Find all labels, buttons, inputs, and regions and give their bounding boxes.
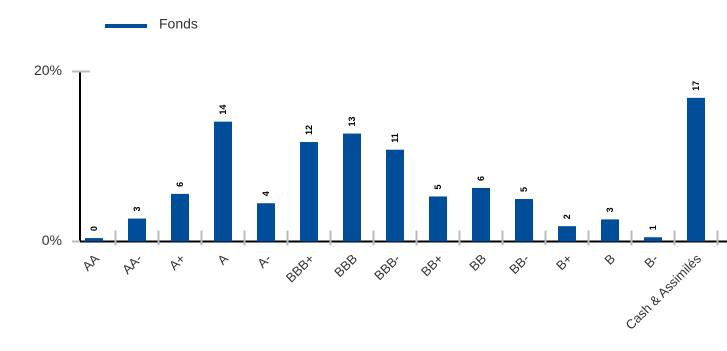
data-label: 6 bbox=[476, 176, 486, 181]
bar bbox=[386, 149, 404, 242]
x-tick-label: B- bbox=[641, 251, 661, 271]
data-label: 5 bbox=[519, 187, 529, 192]
bar bbox=[300, 142, 318, 242]
bar bbox=[472, 187, 490, 242]
x-tick-label: BB bbox=[466, 251, 489, 274]
data-label: 4 bbox=[261, 191, 271, 196]
data-labels: 0 3 6 14 4 12 13 11 5 6 5 2 3 1 17 bbox=[89, 81, 701, 231]
data-label: 11 bbox=[390, 133, 400, 143]
data-label: 2 bbox=[562, 214, 572, 219]
bar bbox=[214, 121, 232, 242]
data-label: 17 bbox=[691, 81, 701, 91]
bar bbox=[558, 226, 576, 242]
bars bbox=[85, 97, 705, 242]
data-label: 5 bbox=[433, 184, 443, 189]
x-tick-label: BB+ bbox=[418, 251, 446, 279]
x-tick-label: A- bbox=[254, 251, 274, 271]
data-label: 3 bbox=[605, 207, 615, 212]
data-label: 13 bbox=[347, 117, 357, 127]
bar bbox=[515, 199, 533, 242]
data-label: 1 bbox=[648, 225, 658, 230]
bar bbox=[343, 133, 361, 242]
legend: Fonds bbox=[105, 16, 198, 32]
x-tick-label: BBB- bbox=[371, 251, 403, 283]
x-tick-label: Cash & Assimilés bbox=[623, 251, 705, 333]
bar bbox=[128, 218, 146, 242]
y-axis: 0% 20% bbox=[34, 62, 90, 248]
data-label: 0 bbox=[89, 226, 99, 231]
x-tick-label: AA bbox=[79, 251, 102, 274]
legend-swatch-fonds bbox=[105, 24, 147, 28]
data-label: 14 bbox=[218, 105, 228, 115]
bar bbox=[644, 237, 662, 242]
data-label: 6 bbox=[175, 182, 185, 187]
x-tick-label: BB- bbox=[506, 251, 532, 277]
bar bbox=[601, 219, 619, 242]
x-tick-label: B+ bbox=[553, 251, 575, 273]
bar bbox=[85, 238, 103, 242]
y-tick-label: 20% bbox=[34, 62, 62, 78]
bar bbox=[429, 196, 447, 242]
x-tick-label: A+ bbox=[166, 251, 188, 273]
bar bbox=[257, 203, 275, 242]
x-tick-label: AA- bbox=[119, 251, 145, 277]
y-tick-label: 0% bbox=[42, 232, 62, 248]
x-tick-label: BBB bbox=[331, 251, 360, 280]
bar bbox=[171, 193, 189, 242]
data-label: 3 bbox=[132, 207, 142, 212]
legend-label-fonds: Fonds bbox=[159, 16, 198, 32]
x-tick-label: B bbox=[601, 251, 618, 268]
x-axis: AA AA- A+ A A- BBB+ BBB BBB- BB+ BB BB- B+ B B-Cash &… bbox=[79, 230, 727, 333]
x-tick-label: A bbox=[214, 251, 231, 268]
bar bbox=[687, 97, 705, 242]
data-label: 12 bbox=[304, 125, 314, 135]
x-tick-label: BBB+ bbox=[283, 251, 317, 285]
